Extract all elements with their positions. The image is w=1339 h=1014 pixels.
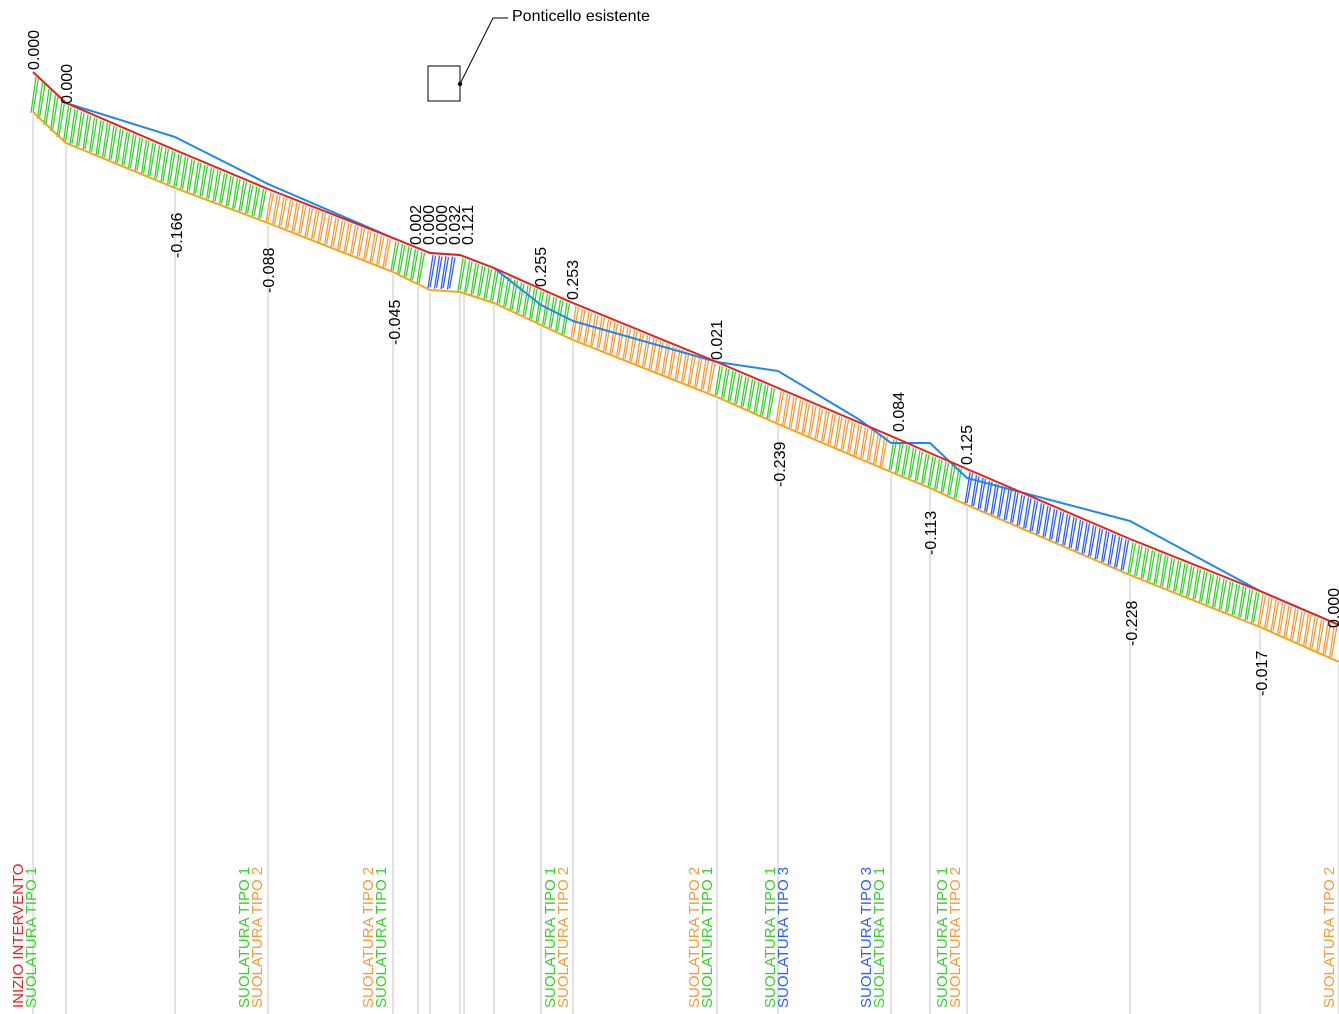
bottom-section-label: SUOLATURA TIPO 1 bbox=[934, 867, 951, 1008]
bottom-section-label: SUOLATURA TIPO 2 bbox=[947, 867, 964, 1008]
lower-value-label: -0.088 bbox=[261, 248, 278, 293]
upper-value-label: 0.032 bbox=[447, 205, 464, 245]
lower-value-labels: -0.166 -0.088 -0.045 -0.239 -0.113 -0.228 -0.0… bbox=[169, 213, 1271, 696]
hatch-tipo1 bbox=[888, 439, 963, 500]
bottom-section-label: SUOLATURA TIPO 2 bbox=[249, 867, 266, 1008]
bottom-section-label: SUOLATURA TIPO 1 bbox=[542, 867, 559, 1008]
bottom-section-label: SUOLATURA TIPO 2 bbox=[360, 867, 377, 1008]
upper-value-label: 0.000 bbox=[421, 205, 438, 245]
bottom-section-label: SUOLATURA TIPO 2 bbox=[686, 867, 703, 1008]
bottom-section-label: SUOLATURA TIPO 2 bbox=[1321, 867, 1338, 1008]
bottom-section-label: SUOLATURA TIPO 2 bbox=[555, 867, 572, 1008]
lower-value-label: -0.113 bbox=[923, 511, 940, 555]
upper-value-label: 0.000 bbox=[59, 64, 76, 104]
bridge-symbol bbox=[427, 65, 461, 102]
callout-label: Ponticello esistente bbox=[512, 8, 650, 25]
upper-value-label: 0.000 bbox=[1326, 588, 1339, 628]
hatch-tipo1 bbox=[457, 258, 571, 336]
callout-symbol bbox=[427, 17, 508, 102]
upper-value-label: 0.002 bbox=[408, 205, 425, 245]
hatch-tipo1 bbox=[30, 76, 267, 220]
callout-dot bbox=[457, 81, 463, 87]
upper-value-label: 0.000 bbox=[434, 205, 451, 245]
station-guides bbox=[32, 114, 1339, 1014]
upper-value-label: 0.084 bbox=[891, 392, 908, 432]
upper-value-label: 0.253 bbox=[565, 260, 582, 300]
upper-value-label: 0.121 bbox=[460, 205, 477, 245]
bottom-section-label: SUOLATURA TIPO 1 bbox=[871, 867, 888, 1008]
bottom-section-label: INIZIO INTERVENTO bbox=[10, 864, 27, 1008]
bottom-section-label: SUOLATURA TIPO 3 bbox=[775, 867, 792, 1008]
bottom-section-label: SUOLATURA TIPO 1 bbox=[373, 867, 390, 1008]
lower-value-label: -0.239 bbox=[772, 442, 789, 487]
lower-value-label: -0.228 bbox=[1124, 601, 1141, 646]
bottom-section-label: SUOLATURA TIPO 3 bbox=[858, 867, 875, 1008]
bottom-line bbox=[32, 111, 1339, 663]
hatch-tipo2 bbox=[775, 391, 889, 468]
lower-value-label: -0.017 bbox=[1254, 651, 1271, 696]
profile-lines bbox=[32, 71, 1339, 663]
bottom-section-label: SUOLATURA TIPO 1 bbox=[762, 867, 779, 1008]
upper-value-label: 0.021 bbox=[709, 320, 726, 360]
upper-value-label: 0.125 bbox=[959, 425, 976, 465]
lower-value-label: -0.045 bbox=[387, 300, 404, 345]
bottom-section-label: SUOLATURA TIPO 1 bbox=[699, 867, 716, 1008]
hatch-tipo1 bbox=[1127, 542, 1260, 624]
hatch-tipo2 bbox=[265, 192, 392, 269]
hatch-tipo3 bbox=[964, 472, 1130, 572]
upper-value-label: 0.255 bbox=[533, 247, 550, 287]
design-line bbox=[32, 71, 1339, 626]
lower-value-label: -0.166 bbox=[169, 213, 186, 258]
hatch-tipo2 bbox=[1257, 594, 1338, 659]
callout-leader bbox=[459, 17, 508, 85]
bottom-section-label: SUOLATURA TIPO 1 bbox=[23, 867, 40, 1008]
hatch-tipo3 bbox=[427, 255, 456, 290]
hatch-tipo1 bbox=[714, 365, 776, 420]
hatch-fills bbox=[30, 76, 1338, 659]
hatch-tipo1 bbox=[390, 241, 426, 285]
hatch-tipo2 bbox=[570, 306, 716, 394]
bottom-section-label: SUOLATURA TIPO 1 bbox=[236, 867, 253, 1008]
upper-value-labels: 0.0000.0000.0020.0000.0000.0320.1210.255… bbox=[26, 30, 1339, 628]
upper-value-label: 0.000 bbox=[26, 30, 43, 70]
